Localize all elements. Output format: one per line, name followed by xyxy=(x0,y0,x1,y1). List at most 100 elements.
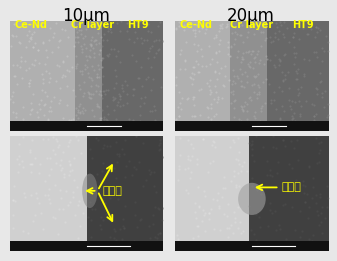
Point xyxy=(111,47,117,51)
Point xyxy=(207,161,212,165)
Point xyxy=(190,28,195,32)
Point xyxy=(44,48,49,52)
Point xyxy=(246,204,252,208)
Point xyxy=(214,77,220,81)
Point xyxy=(312,114,317,118)
Point xyxy=(224,23,229,28)
Point xyxy=(247,95,252,99)
Point xyxy=(273,107,278,111)
Point xyxy=(253,212,258,217)
Point xyxy=(268,173,273,177)
Point xyxy=(300,229,305,234)
Point xyxy=(271,98,277,102)
Point xyxy=(312,118,317,122)
Point xyxy=(93,207,98,211)
Point xyxy=(81,80,87,84)
Point xyxy=(253,134,258,138)
Point xyxy=(58,38,63,42)
Point xyxy=(126,37,131,41)
Point xyxy=(215,97,220,101)
Point xyxy=(304,99,309,103)
Point xyxy=(112,108,117,112)
Point xyxy=(292,111,297,115)
Point xyxy=(283,237,289,241)
Point xyxy=(259,104,265,108)
Point xyxy=(33,41,38,45)
Point xyxy=(157,231,163,235)
Point xyxy=(238,104,243,108)
Point xyxy=(193,34,198,38)
Point xyxy=(211,140,216,145)
Point xyxy=(238,220,243,224)
Point xyxy=(78,28,84,32)
Point xyxy=(252,60,258,64)
Point xyxy=(297,91,302,96)
Point xyxy=(104,53,110,57)
Point xyxy=(189,114,194,118)
Bar xyxy=(10,136,87,242)
Point xyxy=(115,21,120,25)
Point xyxy=(101,143,106,147)
Point xyxy=(146,75,151,79)
Point xyxy=(220,83,225,87)
Point xyxy=(239,105,245,109)
Point xyxy=(29,108,34,112)
Point xyxy=(203,229,208,233)
Point xyxy=(98,116,103,120)
Point xyxy=(195,49,200,53)
Point xyxy=(252,110,258,115)
Point xyxy=(151,184,156,188)
Point xyxy=(80,50,85,54)
Point xyxy=(15,63,20,67)
Point xyxy=(78,102,83,106)
Point xyxy=(283,51,288,56)
Point xyxy=(77,111,82,115)
Point xyxy=(27,148,33,152)
Point xyxy=(206,44,212,48)
Point xyxy=(108,47,114,51)
Point xyxy=(314,25,319,29)
Point xyxy=(112,97,117,101)
Point xyxy=(150,222,155,226)
Point xyxy=(21,191,27,195)
Point xyxy=(261,62,267,66)
Point xyxy=(207,211,212,215)
Point xyxy=(285,70,290,74)
Point xyxy=(190,97,195,101)
Point xyxy=(41,103,47,107)
Point xyxy=(185,157,190,161)
Point xyxy=(238,79,243,83)
Point xyxy=(124,82,129,87)
Point xyxy=(236,117,241,122)
Point xyxy=(24,32,30,37)
Point xyxy=(67,200,72,204)
Point xyxy=(97,105,102,109)
Point xyxy=(229,31,234,35)
Point xyxy=(232,174,237,179)
Point xyxy=(301,191,307,195)
Point xyxy=(56,207,61,211)
Point xyxy=(247,19,252,23)
Point xyxy=(125,100,130,105)
Point xyxy=(64,68,70,72)
Point xyxy=(138,65,144,69)
Point xyxy=(68,117,73,122)
Point xyxy=(268,40,273,44)
Point xyxy=(289,98,295,103)
Point xyxy=(160,206,166,210)
Point xyxy=(241,229,246,233)
Bar xyxy=(175,21,231,122)
Point xyxy=(46,109,52,113)
Point xyxy=(51,34,56,39)
Point xyxy=(48,109,54,113)
Point xyxy=(191,235,196,240)
Point xyxy=(75,116,80,120)
Point xyxy=(188,142,194,146)
Point xyxy=(246,62,251,66)
Point xyxy=(10,198,16,203)
Point xyxy=(40,39,46,44)
Point xyxy=(177,52,183,56)
Point xyxy=(252,75,257,79)
Point xyxy=(79,72,85,76)
Point xyxy=(207,84,212,88)
